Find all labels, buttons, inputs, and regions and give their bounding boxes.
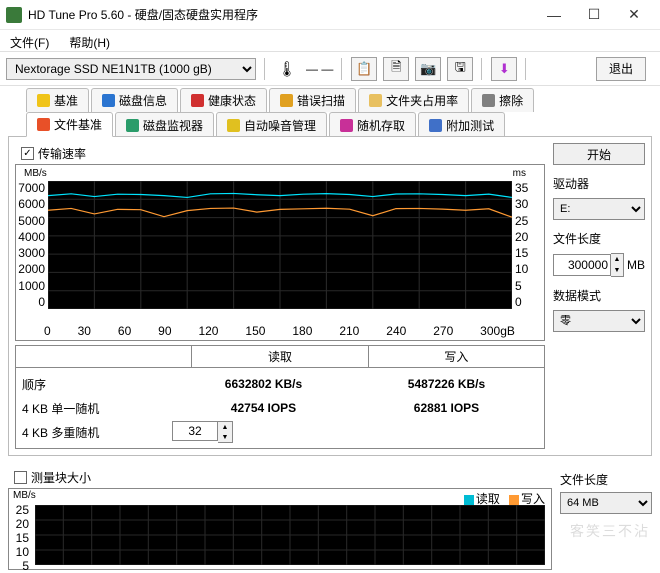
seq-label: 顺序 (22, 376, 172, 393)
block-filelen-label: 文件长度 (560, 471, 652, 488)
drive-label: 驱动器 (553, 175, 645, 192)
queue-depth-spinner: ▲▼ (172, 421, 233, 443)
filelen-up[interactable]: ▲ (611, 254, 623, 265)
camera-button[interactable]: 📷 (415, 57, 441, 81)
tab-diskmonitor[interactable]: 磁盘监视器 (115, 112, 214, 137)
window-title: HD Tune Pro 5.60 - 硬盘/固态硬盘实用程序 (28, 6, 534, 23)
info-icon (102, 94, 115, 107)
temperature-icon: 🌡 (274, 57, 300, 81)
tab-erase[interactable]: 擦除 (471, 88, 534, 112)
random-icon (340, 119, 353, 132)
exit-button[interactable]: 退出 (596, 57, 646, 81)
tab-filebench[interactable]: 文件基准 (26, 112, 113, 137)
col-read: 读取 (191, 346, 367, 367)
block-chart: MB/s 读取 写入 252015105 (8, 488, 552, 570)
legend-write-icon (509, 495, 519, 505)
block-filelen-select[interactable]: 64 MB (560, 492, 652, 514)
maximize-button[interactable]: ☐ (574, 1, 614, 29)
transfer-chart: MB/s ms 70006000500040003000200010000 35… (15, 164, 545, 341)
transfer-rate-checkbox[interactable]: ✓ 传输速率 (21, 145, 545, 162)
seq-write: 5487226 KB/s (355, 377, 538, 391)
results-table: 读取 写入 顺序 6632802 KB/s 5487226 KB/s 4 KB … (15, 345, 545, 449)
screenshot-button[interactable]: 🗎 (383, 57, 409, 81)
col-write: 写入 (368, 346, 544, 367)
close-button[interactable]: ✕ (614, 1, 654, 29)
health-icon (191, 94, 204, 107)
file-icon (37, 118, 50, 131)
copy-button[interactable]: 📋 (351, 57, 377, 81)
tab-random[interactable]: 随机存取 (329, 112, 416, 137)
tab-folder[interactable]: 文件夹占用率 (358, 88, 469, 112)
drive-select[interactable]: E: (553, 198, 645, 220)
queue-depth-input[interactable] (172, 421, 218, 441)
menu-help[interactable]: 帮助(H) (63, 32, 116, 49)
datamode-label: 数据模式 (553, 287, 645, 304)
tab-health[interactable]: 健康状态 (180, 88, 267, 112)
options-button[interactable]: ⬇ (491, 57, 517, 81)
tab-diskinfo[interactable]: 磁盘信息 (91, 88, 178, 112)
tab-benchmark[interactable]: 基准 (26, 88, 89, 112)
datamode-select[interactable]: 零 (553, 310, 645, 332)
spin-up[interactable]: ▲ (218, 422, 232, 432)
temperature-readout: — — (306, 62, 333, 76)
r4k-single-write: 62881 IOPS (355, 401, 538, 415)
check-icon: ✓ (21, 147, 34, 160)
minimize-button[interactable]: — (534, 1, 574, 29)
folder-icon (369, 94, 382, 107)
extra-icon (429, 119, 442, 132)
legend-read-icon (464, 495, 474, 505)
spin-down[interactable]: ▼ (218, 432, 232, 442)
seq-read: 6632802 KB/s (172, 377, 355, 391)
filelen-down[interactable]: ▼ (611, 265, 623, 276)
unchecked-icon (14, 471, 27, 484)
filelen-input[interactable] (553, 254, 611, 276)
bulb-icon (37, 94, 50, 107)
start-button[interactable]: 开始 (553, 143, 645, 165)
app-icon (6, 7, 22, 23)
tab-aam[interactable]: 自动噪音管理 (216, 112, 327, 137)
r4k-single-read: 42754 IOPS (172, 401, 355, 415)
menu-file[interactable]: 文件(F) (4, 32, 55, 49)
device-select[interactable]: Nextorage SSD NE1N1TB (1000 gB) (6, 58, 256, 80)
tab-errorscan[interactable]: 错误扫描 (269, 88, 356, 112)
scan-icon (280, 94, 293, 107)
erase-icon (482, 94, 495, 107)
filelen-label: 文件长度 (553, 230, 645, 247)
save-button[interactable]: 🖫 (447, 57, 473, 81)
blocksize-checkbox[interactable]: 测量块大小 (14, 469, 552, 486)
r4k-single-label: 4 KB 单一随机 (22, 400, 172, 417)
r4k-multi-label: 4 KB 多重随机 (22, 424, 172, 441)
monitor-icon (126, 119, 139, 132)
tab-extra[interactable]: 附加测试 (418, 112, 505, 137)
speaker-icon (227, 119, 240, 132)
